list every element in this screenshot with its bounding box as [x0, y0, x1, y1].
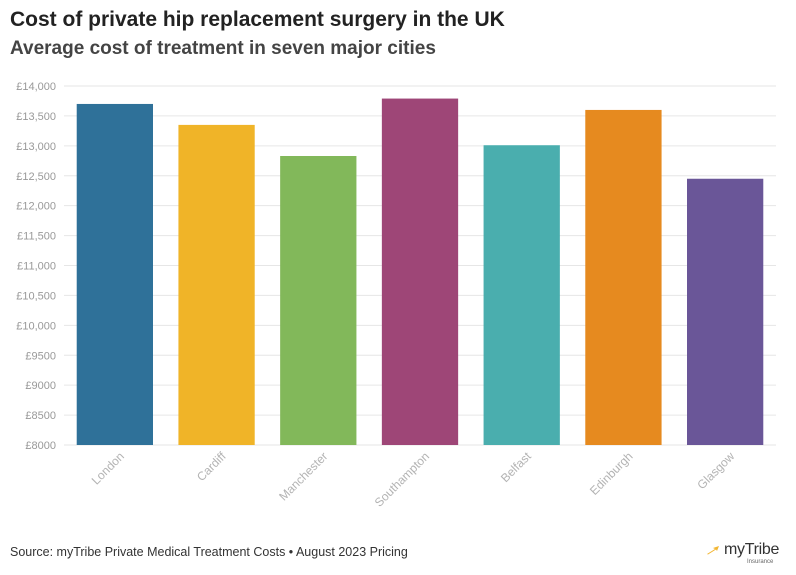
y-tick-label: £10,500	[16, 290, 56, 302]
y-tick-label: £9000	[25, 380, 56, 392]
y-tick-label: £10,000	[16, 320, 56, 332]
x-tick-label: Glasgow	[694, 449, 737, 492]
y-tick-label: £14,000	[16, 81, 56, 93]
arrow-icon	[707, 546, 719, 555]
y-tick-label: £12,000	[16, 201, 56, 213]
bar-belfast	[483, 145, 560, 446]
chart-title: Cost of private hip replacement surgery …	[10, 8, 505, 31]
source-note: Source: myTribe Private Medical Treatmen…	[10, 545, 408, 559]
y-tick-label: £13,500	[16, 111, 56, 123]
x-tick-label: Southampton	[372, 449, 432, 509]
x-tick-label: Manchester	[276, 449, 330, 503]
brand-logo: myTribe Insurance	[706, 540, 786, 565]
x-tick-label: Cardiff	[194, 449, 229, 484]
brand-tagline: Insurance	[747, 559, 774, 565]
y-tick-label: £11,500	[17, 231, 56, 243]
bar-london	[76, 103, 153, 445]
x-tick-label: Edinburgh	[587, 449, 636, 498]
y-tick-label: £8500	[25, 410, 56, 422]
y-axis-ticks: £8000 £8500 £9000 £9500 £10,000 £10,500 £11,00…	[16, 81, 56, 452]
bar-cardiff	[178, 124, 255, 445]
brand-name: myTribe	[724, 541, 780, 558]
chart-subtitle: Average cost of treatment in seven major…	[10, 38, 436, 59]
bar-edinburgh	[585, 109, 662, 445]
bar-glasgow	[687, 178, 764, 445]
y-tick-label: £13,000	[16, 141, 56, 153]
x-axis-ticks: London Cardiff Manchester Southampton Belfas…	[89, 449, 738, 510]
bar-manchester	[280, 156, 357, 445]
x-tick-label: Belfast	[498, 449, 534, 485]
bar-chart: £8000 £8500 £9000 £9500 £10,000 £10,500 £11,00…	[16, 81, 776, 510]
y-tick-label: £8000	[25, 440, 56, 452]
bar-southampton	[381, 98, 459, 445]
bars	[76, 98, 764, 446]
y-tick-label: £9500	[25, 350, 56, 362]
y-tick-label: £12,500	[16, 171, 56, 183]
y-tick-label: £11,000	[17, 261, 56, 273]
x-tick-label: London	[89, 449, 127, 487]
